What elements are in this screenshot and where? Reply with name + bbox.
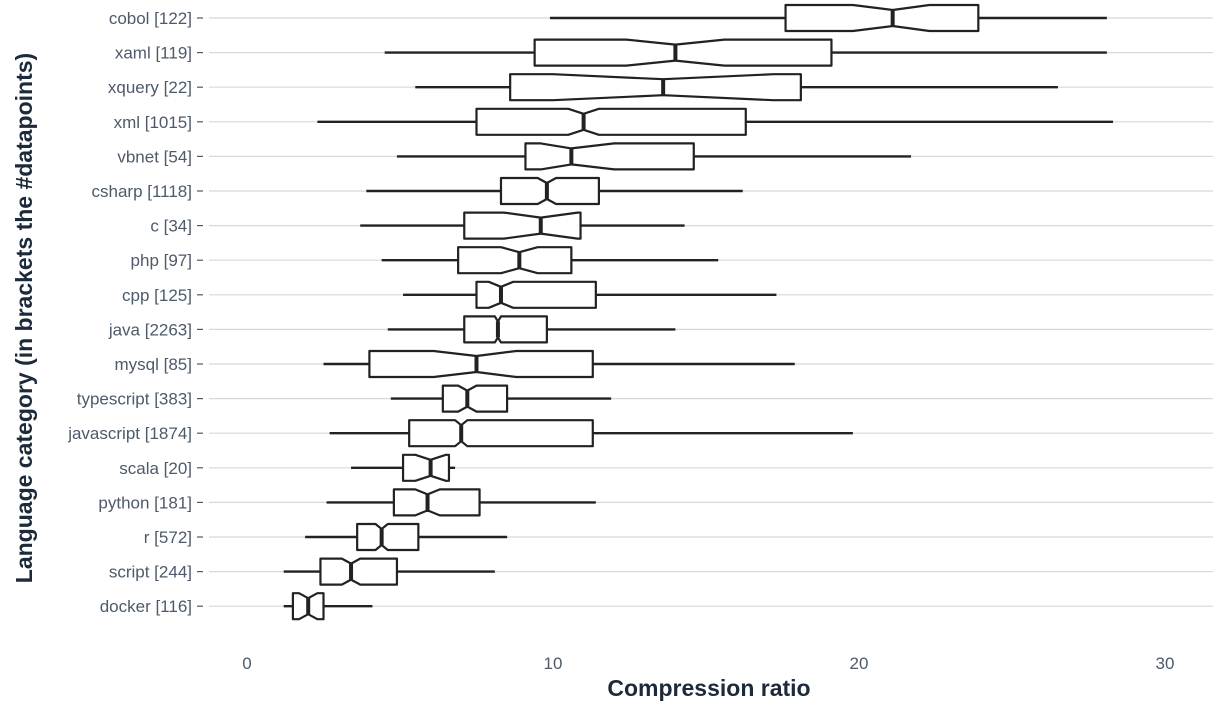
box-python bbox=[326, 488, 596, 517]
x-tick-label: 20 bbox=[850, 654, 869, 673]
notched-box bbox=[408, 419, 594, 448]
notched-box bbox=[784, 3, 980, 33]
boxes bbox=[283, 3, 1113, 621]
notched-box bbox=[533, 38, 833, 67]
category-label: vbnet [54] bbox=[117, 147, 192, 166]
box-r bbox=[305, 522, 508, 552]
gridlines bbox=[209, 17, 1213, 607]
notched-box bbox=[524, 142, 695, 171]
notched-box bbox=[457, 246, 573, 275]
category-label: c [34] bbox=[150, 217, 192, 236]
category-label: java [2263] bbox=[108, 320, 192, 339]
box-php bbox=[381, 246, 719, 275]
x-axis-title: Compression ratio bbox=[607, 675, 810, 701]
notched-box bbox=[475, 280, 597, 309]
box-typescript bbox=[390, 384, 612, 413]
x-tick-label: 30 bbox=[1156, 654, 1175, 673]
notched-box bbox=[475, 107, 747, 136]
box-xml bbox=[317, 107, 1113, 136]
box-csharp bbox=[366, 176, 743, 206]
notched-box bbox=[509, 73, 802, 102]
y-axis-title: Language category (in brackets the #data… bbox=[11, 53, 37, 583]
notched-box bbox=[368, 349, 594, 379]
category-label: script [244] bbox=[109, 563, 192, 582]
category-label: typescript [383] bbox=[77, 390, 192, 409]
box-cpp bbox=[403, 280, 777, 309]
category-label: xaml [119] bbox=[115, 44, 192, 63]
box-docker bbox=[283, 592, 373, 621]
x-axis-ticks: 0 10 20 30 bbox=[197, 17, 1175, 673]
notched-box bbox=[319, 557, 399, 586]
notched-box bbox=[392, 488, 481, 517]
notched-box bbox=[463, 315, 548, 344]
notched-box bbox=[499, 176, 600, 206]
category-label: r [572] bbox=[144, 528, 192, 547]
notched-box bbox=[463, 211, 582, 240]
category-label: javascript [1874] bbox=[67, 424, 192, 443]
notched-box bbox=[401, 453, 451, 482]
box-java bbox=[387, 315, 676, 344]
category-label: php [97] bbox=[131, 251, 192, 270]
category-label: xquery [22] bbox=[108, 78, 192, 97]
category-label: docker [116] bbox=[100, 597, 192, 616]
box-mysql bbox=[323, 349, 795, 379]
category-label: cpp [125] bbox=[122, 286, 192, 305]
category-label: xml [1015] bbox=[114, 113, 192, 132]
category-label: python [181] bbox=[98, 493, 192, 512]
box-vbnet bbox=[396, 142, 912, 171]
category-label: mysql [85] bbox=[115, 355, 192, 374]
box-javascript bbox=[329, 419, 853, 448]
category-label: scala [20] bbox=[119, 459, 192, 478]
x-tick-label: 0 bbox=[242, 654, 251, 673]
category-labels: cobol [122] xaml [119] xquery [22] xml [101… bbox=[67, 9, 192, 616]
box-cobol bbox=[549, 3, 1107, 33]
notched-box bbox=[441, 384, 509, 413]
notched-box bbox=[356, 522, 420, 552]
box-xquery bbox=[415, 73, 1058, 102]
x-tick-label: 10 bbox=[544, 654, 563, 673]
category-label: csharp [1118] bbox=[92, 182, 193, 201]
box-script bbox=[283, 557, 495, 586]
box-c bbox=[360, 211, 685, 240]
box-xaml bbox=[384, 38, 1107, 67]
box-scala bbox=[351, 453, 456, 482]
category-label: cobol [122] bbox=[109, 9, 192, 28]
